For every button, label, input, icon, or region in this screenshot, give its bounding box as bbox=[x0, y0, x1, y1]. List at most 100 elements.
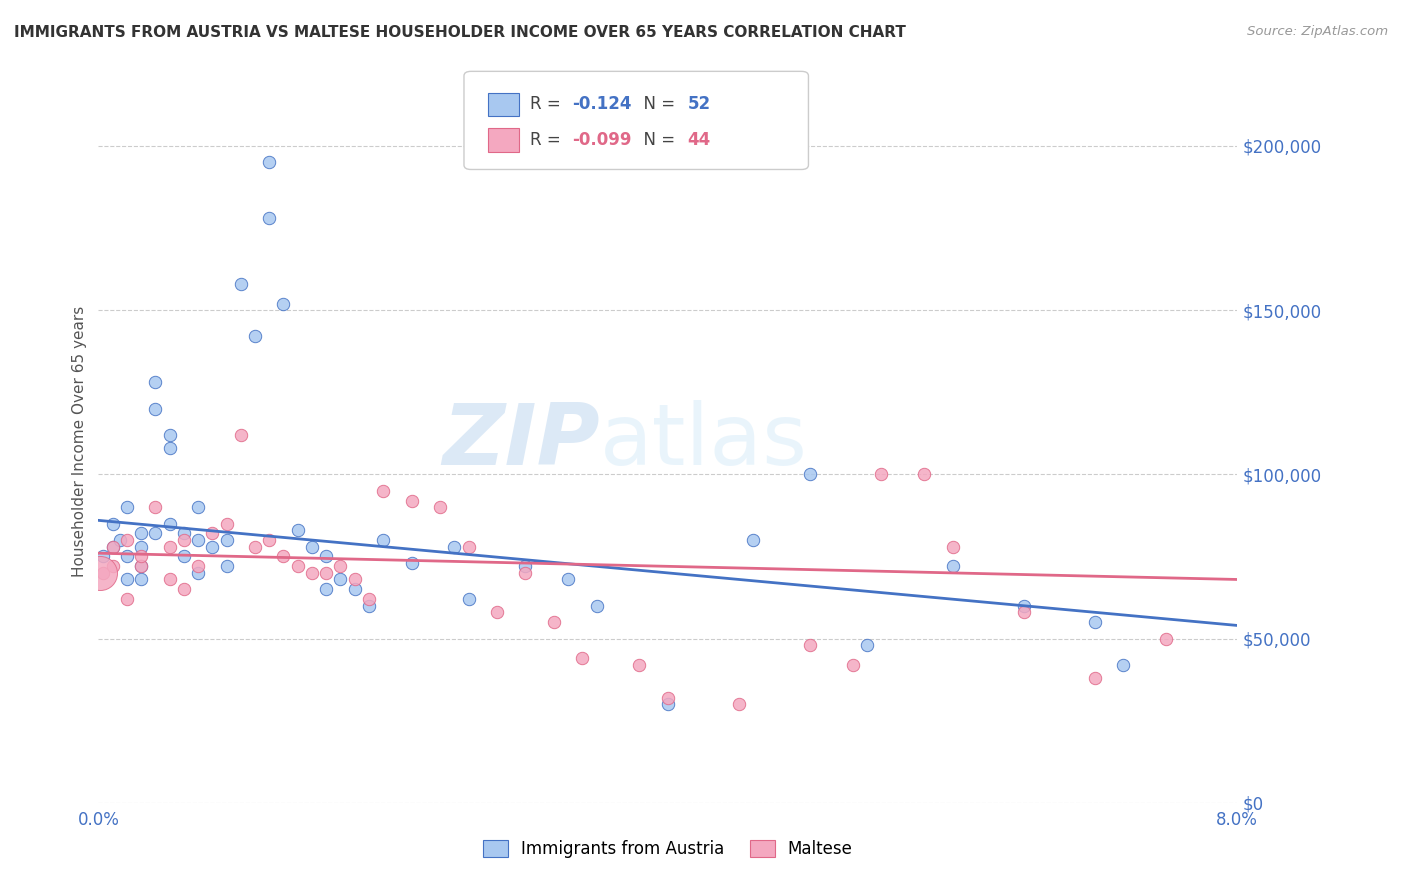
Point bbox=[571, 651, 593, 665]
Point bbox=[115, 573, 138, 587]
Point bbox=[215, 516, 238, 531]
Point bbox=[942, 540, 965, 554]
Text: -0.124: -0.124 bbox=[572, 95, 631, 113]
Point bbox=[259, 533, 281, 547]
Point bbox=[315, 549, 337, 564]
Point bbox=[173, 526, 195, 541]
Text: Source: ZipAtlas.com: Source: ZipAtlas.com bbox=[1247, 25, 1388, 38]
Point bbox=[129, 559, 152, 574]
Point bbox=[173, 582, 195, 597]
Point bbox=[515, 559, 537, 574]
Point bbox=[357, 599, 380, 613]
Point bbox=[557, 573, 579, 587]
Point bbox=[101, 559, 124, 574]
Point bbox=[215, 533, 238, 547]
Point bbox=[728, 698, 751, 712]
Point bbox=[742, 533, 765, 547]
Y-axis label: Householder Income Over 65 years: Householder Income Over 65 years bbox=[72, 306, 87, 577]
Point bbox=[515, 566, 537, 580]
Point bbox=[1084, 615, 1107, 630]
Text: IMMIGRANTS FROM AUSTRIA VS MALTESE HOUSEHOLDER INCOME OVER 65 YEARS CORRELATION : IMMIGRANTS FROM AUSTRIA VS MALTESE HOUSE… bbox=[14, 25, 905, 40]
Point bbox=[401, 556, 423, 570]
Point bbox=[259, 211, 281, 226]
Point bbox=[187, 559, 209, 574]
Point bbox=[371, 483, 394, 498]
Point bbox=[657, 690, 679, 705]
Point bbox=[329, 573, 352, 587]
Text: atlas: atlas bbox=[599, 400, 807, 483]
Point bbox=[842, 657, 865, 672]
Point bbox=[145, 500, 167, 515]
Point bbox=[187, 500, 209, 515]
Point bbox=[229, 428, 252, 442]
Point bbox=[870, 467, 893, 482]
Point bbox=[129, 559, 152, 574]
Point bbox=[243, 540, 266, 554]
Point bbox=[89, 566, 111, 580]
Point bbox=[129, 573, 152, 587]
Point bbox=[129, 540, 152, 554]
Point bbox=[443, 540, 465, 554]
Point bbox=[159, 516, 181, 531]
Text: 52: 52 bbox=[688, 95, 710, 113]
Point bbox=[657, 698, 679, 712]
Legend: Immigrants from Austria, Maltese: Immigrants from Austria, Maltese bbox=[475, 832, 860, 867]
Point bbox=[159, 540, 181, 554]
Point bbox=[486, 605, 509, 619]
Point bbox=[585, 599, 607, 613]
Point bbox=[301, 566, 323, 580]
Point bbox=[543, 615, 565, 630]
Point bbox=[457, 592, 479, 607]
Point bbox=[145, 401, 167, 416]
Point bbox=[173, 549, 195, 564]
Point bbox=[115, 592, 138, 607]
Point bbox=[108, 533, 131, 547]
Point bbox=[115, 533, 138, 547]
Point bbox=[1012, 599, 1035, 613]
Point bbox=[315, 582, 337, 597]
Point bbox=[215, 559, 238, 574]
Point bbox=[1012, 605, 1035, 619]
Point bbox=[628, 657, 651, 672]
Point bbox=[315, 566, 337, 580]
Point bbox=[201, 540, 224, 554]
Point bbox=[343, 582, 366, 597]
Point bbox=[101, 540, 124, 554]
Point bbox=[273, 549, 295, 564]
Point bbox=[201, 526, 224, 541]
Text: ZIP: ZIP bbox=[441, 400, 599, 483]
Point bbox=[942, 559, 965, 574]
Point bbox=[173, 533, 195, 547]
Point bbox=[301, 540, 323, 554]
Point bbox=[187, 533, 209, 547]
Point bbox=[287, 523, 309, 537]
Point bbox=[429, 500, 451, 515]
Point bbox=[187, 566, 209, 580]
Point bbox=[115, 549, 138, 564]
Point bbox=[273, 296, 295, 310]
Point bbox=[115, 500, 138, 515]
Point bbox=[159, 441, 181, 455]
Point bbox=[799, 638, 821, 652]
Point bbox=[259, 155, 281, 169]
Point bbox=[91, 549, 114, 564]
Point bbox=[912, 467, 935, 482]
Point bbox=[91, 566, 114, 580]
Text: 44: 44 bbox=[688, 131, 711, 149]
Point bbox=[129, 549, 152, 564]
Point bbox=[129, 526, 152, 541]
Point bbox=[101, 516, 124, 531]
Point bbox=[856, 638, 879, 652]
Text: N =: N = bbox=[633, 131, 681, 149]
Point bbox=[1112, 657, 1135, 672]
Text: -0.099: -0.099 bbox=[572, 131, 631, 149]
Text: N =: N = bbox=[633, 95, 681, 113]
Point bbox=[357, 592, 380, 607]
Point bbox=[243, 329, 266, 343]
Point bbox=[229, 277, 252, 291]
Text: R =: R = bbox=[530, 95, 567, 113]
Point bbox=[1154, 632, 1177, 646]
Point bbox=[457, 540, 479, 554]
Point bbox=[159, 573, 181, 587]
Point bbox=[371, 533, 394, 547]
